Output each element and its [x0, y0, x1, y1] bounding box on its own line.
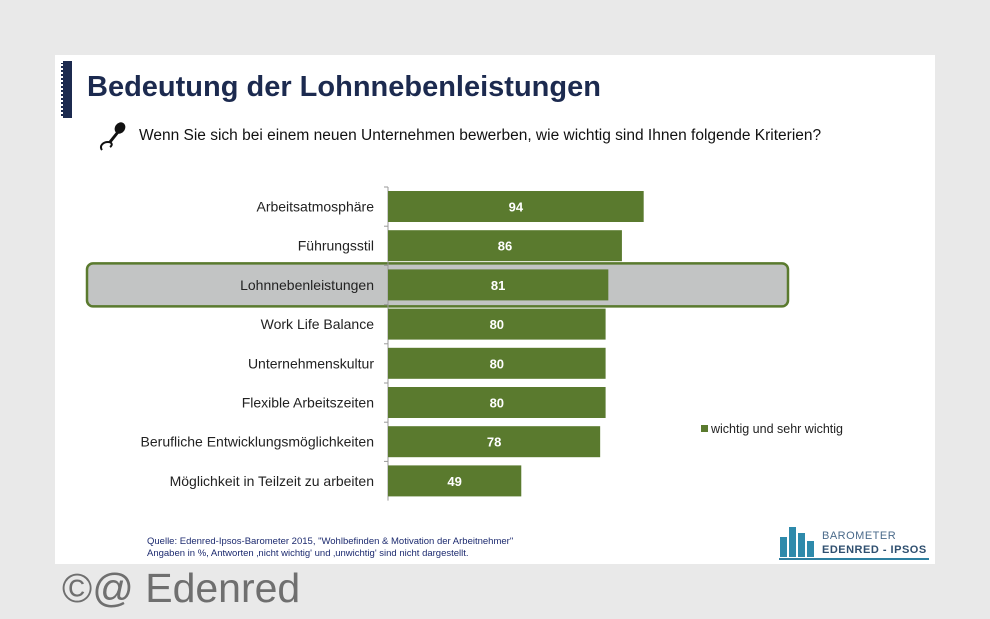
logo-line-1: BAROMETER	[822, 530, 897, 542]
category-label: Work Life Balance	[261, 316, 375, 332]
category-label: Lohnnebenleistungen	[240, 277, 374, 293]
bar-value-label: 80	[490, 317, 504, 332]
title-accent-bar	[61, 61, 72, 118]
bar	[388, 308, 606, 340]
bar	[388, 347, 606, 379]
page-title: Bedeutung der Lohnnebenleistungen	[87, 71, 601, 103]
legend-swatch	[701, 425, 708, 432]
category-label: Führungsstil	[298, 238, 374, 254]
bar	[388, 465, 522, 497]
bar	[388, 269, 609, 301]
logo-line-2: EDENRED - IPSOS	[822, 544, 927, 556]
logo-underline	[779, 558, 929, 560]
source-note: Quelle: Edenred-Ipsos-Barometer 2015, "W…	[147, 536, 513, 560]
category-label: Möglichkeit in Teilzeit zu arbeiten	[170, 473, 374, 489]
bar	[388, 387, 606, 418]
bar-value-label: 81	[491, 278, 505, 293]
category-label: Flexible Arbeitszeiten	[242, 395, 374, 411]
category-label: Berufliche Entwicklungsmöglichkeiten	[141, 434, 374, 450]
legend-label: wichtig und sehr wichtig	[710, 422, 843, 436]
bar-value-label: 49	[447, 474, 461, 489]
bar-logo-icon	[780, 527, 814, 557]
bar-value-label: 86	[498, 239, 512, 254]
source-line-2: Angaben in %, Antworten ‚nicht wichtig' …	[147, 548, 469, 559]
survey-question: Wenn Sie sich bei einem neuen Unternehme…	[139, 127, 822, 144]
bar-value-label: 80	[490, 396, 504, 411]
bar	[388, 426, 601, 458]
bar	[388, 191, 644, 222]
watermark: ©@ Edenred	[62, 565, 301, 611]
bar-value-label: 94	[509, 200, 524, 215]
barometer-logo: BAROMETER EDENRED - IPSOS	[779, 521, 929, 561]
category-label: Unternehmenskultur	[248, 355, 374, 371]
microphone-icon	[99, 122, 126, 151]
logo-text: BAROMETER EDENRED - IPSOS	[822, 529, 927, 557]
bar-value-label: 80	[490, 356, 504, 371]
bar	[388, 230, 622, 262]
category-label: Arbeitsatmosphäre	[256, 199, 374, 215]
source-line-1: Quelle: Edenred-Ipsos-Barometer 2015, "W…	[147, 536, 514, 547]
bar-value-label: 78	[487, 435, 501, 450]
